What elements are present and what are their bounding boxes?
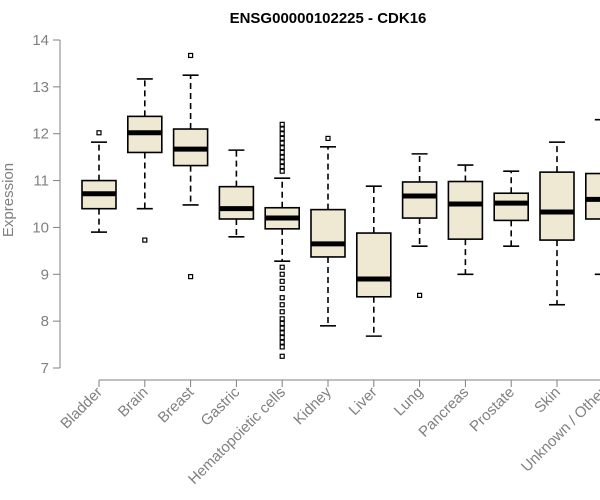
y-tick-label: 12 [32, 126, 49, 143]
y-tick-label: 13 [32, 79, 49, 96]
box-group [127, 78, 163, 243]
iqr-box [447, 180, 484, 240]
outlier-point [279, 285, 285, 291]
y-tick-label: 11 [33, 173, 49, 190]
x-tick-label: Pancreas [415, 384, 472, 441]
outlier-point [279, 126, 285, 132]
outlier-point [279, 302, 285, 308]
iqr-box [355, 232, 392, 298]
y-tick-label: 10 [32, 219, 49, 236]
y-tick-label: 14 [32, 32, 49, 49]
outlier-point [279, 344, 285, 350]
chart-title: ENSG00000102225 - CDK16 [230, 10, 427, 27]
box-group [355, 185, 392, 337]
box-group [584, 118, 600, 276]
boxes-layer [81, 52, 600, 359]
outlier-point [279, 168, 285, 174]
outlier-point [279, 339, 285, 345]
outlier-point [417, 292, 423, 298]
y-tick-label: 7 [41, 360, 49, 377]
outlier-point [279, 163, 285, 170]
y-axis-label: Expression [0, 163, 17, 237]
x-tick-label: Skin [531, 384, 564, 417]
box-group [172, 52, 209, 280]
outlier-point [279, 145, 285, 151]
outlier-point [279, 140, 285, 146]
box-group [81, 130, 117, 233]
outlier-point [279, 149, 285, 156]
outlier-point [279, 154, 285, 160]
iqr-box [401, 181, 438, 219]
box-group [447, 164, 484, 276]
box-group [310, 135, 346, 327]
outlier-point [188, 274, 194, 280]
outlier-point [279, 121, 285, 127]
iqr-box [539, 171, 575, 241]
outlier-point [279, 330, 285, 336]
outlier-point [279, 320, 285, 327]
x-tick-label: Gastric [198, 383, 244, 429]
box-group [264, 121, 301, 359]
iqr-box [218, 185, 255, 220]
outlier-point [279, 325, 285, 331]
outlier-point [279, 135, 285, 141]
iqr-box [584, 172, 600, 220]
y-tick-label: 8 [41, 313, 49, 330]
outlier-point [279, 271, 285, 277]
outlier-point [96, 130, 102, 136]
x-tick-label: Liver [346, 384, 381, 419]
x-tick-label: Prostate [466, 384, 518, 436]
y-axis: 7 8 9 10 11 12 13 14 [32, 32, 61, 377]
x-tick-label: Bladder [57, 384, 106, 433]
outlier-point [279, 334, 285, 341]
iqr-box [310, 208, 346, 258]
x-tick-label: Brain [115, 384, 152, 421]
outlier-point [279, 316, 285, 322]
outlier-point [279, 264, 285, 270]
outlier-point [279, 353, 285, 359]
box-group [539, 141, 575, 306]
x-tick-label: Kidney [290, 383, 335, 428]
outlier-point [325, 135, 331, 141]
iqr-box [493, 192, 530, 222]
outlier-point [279, 159, 285, 165]
outlier-point [279, 309, 285, 315]
x-tick-label: Breast [155, 383, 198, 426]
outlier-point [279, 295, 285, 301]
x-tick-label: Lung [391, 384, 427, 420]
box-group [401, 153, 438, 298]
y-tick-label: 9 [41, 266, 49, 283]
outlier-point [142, 237, 148, 243]
outlier-point [188, 52, 194, 59]
box-group [218, 149, 255, 238]
outlier-point [279, 278, 285, 284]
outlier-point [279, 131, 285, 137]
box-group [493, 170, 530, 247]
